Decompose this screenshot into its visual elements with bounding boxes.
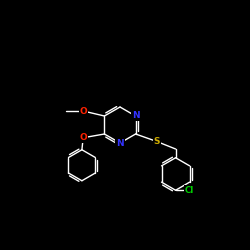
- Text: Cl: Cl: [185, 186, 194, 195]
- Text: O: O: [79, 106, 87, 116]
- Text: O: O: [79, 133, 87, 142]
- Text: N: N: [116, 138, 124, 147]
- Text: N: N: [132, 112, 140, 120]
- Text: S: S: [154, 137, 160, 146]
